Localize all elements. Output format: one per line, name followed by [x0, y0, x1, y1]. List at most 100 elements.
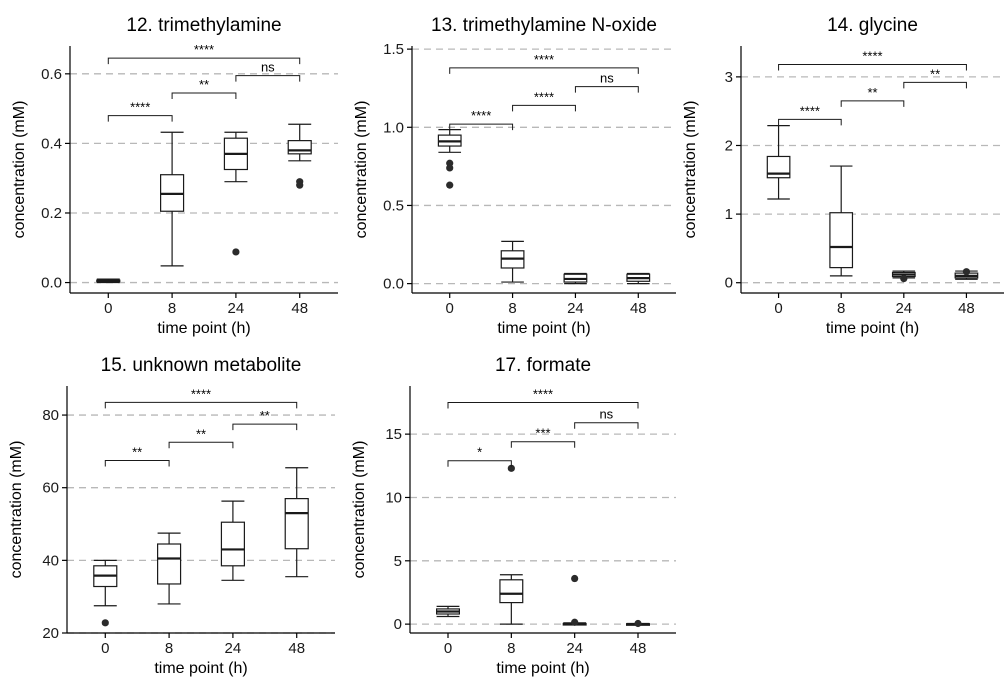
significance-bracket: **	[232, 408, 298, 431]
box-iqr	[287, 140, 312, 155]
x-tick-label: 48	[630, 640, 647, 657]
box-24	[220, 500, 245, 581]
bracket-line	[510, 441, 576, 448]
x-tick-label: 24	[895, 300, 912, 317]
significance-bracket: *	[447, 445, 512, 467]
significance-label: **	[132, 444, 142, 459]
significance-label: ns	[261, 60, 275, 75]
panel-title: 15. unknown metabolite	[101, 355, 302, 376]
significance-bracket: ns	[574, 71, 639, 93]
box-iqr	[829, 212, 854, 269]
x-axis-title: time point (h)	[154, 660, 247, 677]
y-tick-label: 0.0	[41, 275, 62, 292]
significance-bracket: **	[903, 66, 967, 89]
bracket-line	[574, 86, 639, 93]
significance-label: ***	[535, 426, 550, 441]
outlier-point	[296, 181, 304, 189]
y-tick-label: 0.0	[383, 276, 404, 293]
bracket-line	[447, 460, 512, 467]
box-iqr	[157, 543, 182, 585]
y-tick-label: 1	[725, 206, 733, 223]
box-0	[766, 124, 791, 200]
bracket-line	[107, 57, 301, 65]
y-tick-label: 1.0	[383, 119, 404, 136]
y-tick-label: 0	[725, 275, 733, 292]
x-tick-label: 0	[101, 640, 109, 657]
chart-panel: 14. glycine 0 1 2 3 0 8 24 48 time point (h) conce…	[682, 15, 1004, 337]
outlier-point	[507, 464, 515, 472]
significance-bracket: **	[171, 77, 237, 99]
significance-bracket: **	[168, 426, 234, 449]
significance-bracket: ****	[107, 100, 173, 122]
significance-label: **	[867, 85, 877, 100]
bracket-line	[840, 100, 905, 107]
significance-bracket: ***	[510, 426, 576, 448]
box-8	[499, 464, 524, 625]
significance-bracket: ****	[449, 108, 514, 131]
significance-label: ****	[471, 108, 491, 123]
y-axis-title: concentration (mM)	[353, 101, 370, 239]
y-axis-title: concentration (mM)	[682, 101, 699, 239]
box-8	[500, 240, 525, 283]
y-tick-label: 40	[42, 552, 59, 569]
box-0	[436, 605, 461, 618]
box-0	[437, 129, 462, 189]
x-tick-label: 0	[104, 300, 112, 317]
x-tick-label: 24	[566, 640, 583, 657]
y-tick-label: 1.5	[383, 41, 404, 58]
box-48	[626, 272, 651, 285]
box-48	[954, 268, 979, 280]
y-tick-label: 3	[725, 69, 733, 86]
x-axis-title: time point (h)	[157, 320, 250, 337]
bracket-line	[447, 401, 639, 409]
panel-title: 12. trimethylamine	[126, 15, 281, 36]
outlier-point	[232, 248, 240, 256]
y-tick-label: 0	[394, 616, 402, 633]
box-iqr	[284, 498, 309, 550]
x-tick-label: 8	[168, 300, 176, 317]
x-tick-label: 8	[508, 300, 516, 317]
panel-title: 13. trimethylamine N-oxide	[431, 15, 657, 36]
bracket-line	[168, 441, 234, 449]
outlier-point	[571, 574, 579, 583]
x-tick-label: 48	[958, 300, 975, 317]
y-tick-label: 0.4	[41, 135, 62, 152]
chart-panel: 15. unknown metabolite 20 40 60 80 0 8 24 48 time…	[8, 355, 335, 677]
y-tick-label: 80	[42, 407, 59, 424]
y-axis-title: concentration (mM)	[8, 441, 25, 579]
significance-label: ns	[600, 71, 614, 86]
box-iqr	[499, 579, 524, 604]
significance-label: ****	[191, 386, 211, 401]
significance-label: ****	[534, 89, 554, 104]
outlier-point	[571, 618, 579, 626]
bracket-line	[512, 104, 576, 112]
significance-label: ****	[862, 49, 882, 64]
significance-label: ****	[533, 386, 553, 401]
y-tick-label: 20	[42, 625, 59, 642]
bracket-line	[232, 423, 298, 431]
x-tick-label: 48	[288, 640, 305, 657]
significance-bracket: ****	[512, 89, 576, 112]
significance-label: **	[196, 426, 206, 441]
x-tick-label: 8	[165, 640, 173, 657]
box-8	[157, 532, 182, 605]
y-tick-label: 10	[385, 489, 402, 506]
box-0	[93, 559, 118, 627]
outlier-point	[101, 619, 109, 627]
x-axis-title: time point (h)	[496, 660, 589, 677]
outlier-point	[446, 181, 454, 189]
y-tick-label: 5	[394, 553, 402, 570]
y-axis-title: concentration (mM)	[11, 101, 28, 239]
bracket-line	[574, 422, 639, 429]
x-axis-title: time point (h)	[826, 320, 919, 337]
x-tick-label: 48	[630, 300, 647, 317]
significance-bracket: ****	[449, 52, 639, 74]
y-tick-label: 15	[385, 426, 402, 443]
bracket-line	[449, 123, 514, 131]
bracket-line	[449, 67, 639, 74]
y-tick-label: 60	[42, 480, 59, 497]
box-iqr	[220, 521, 245, 567]
significance-label: ****	[130, 100, 150, 115]
box-iqr	[766, 155, 791, 179]
x-tick-label: 0	[444, 640, 452, 657]
